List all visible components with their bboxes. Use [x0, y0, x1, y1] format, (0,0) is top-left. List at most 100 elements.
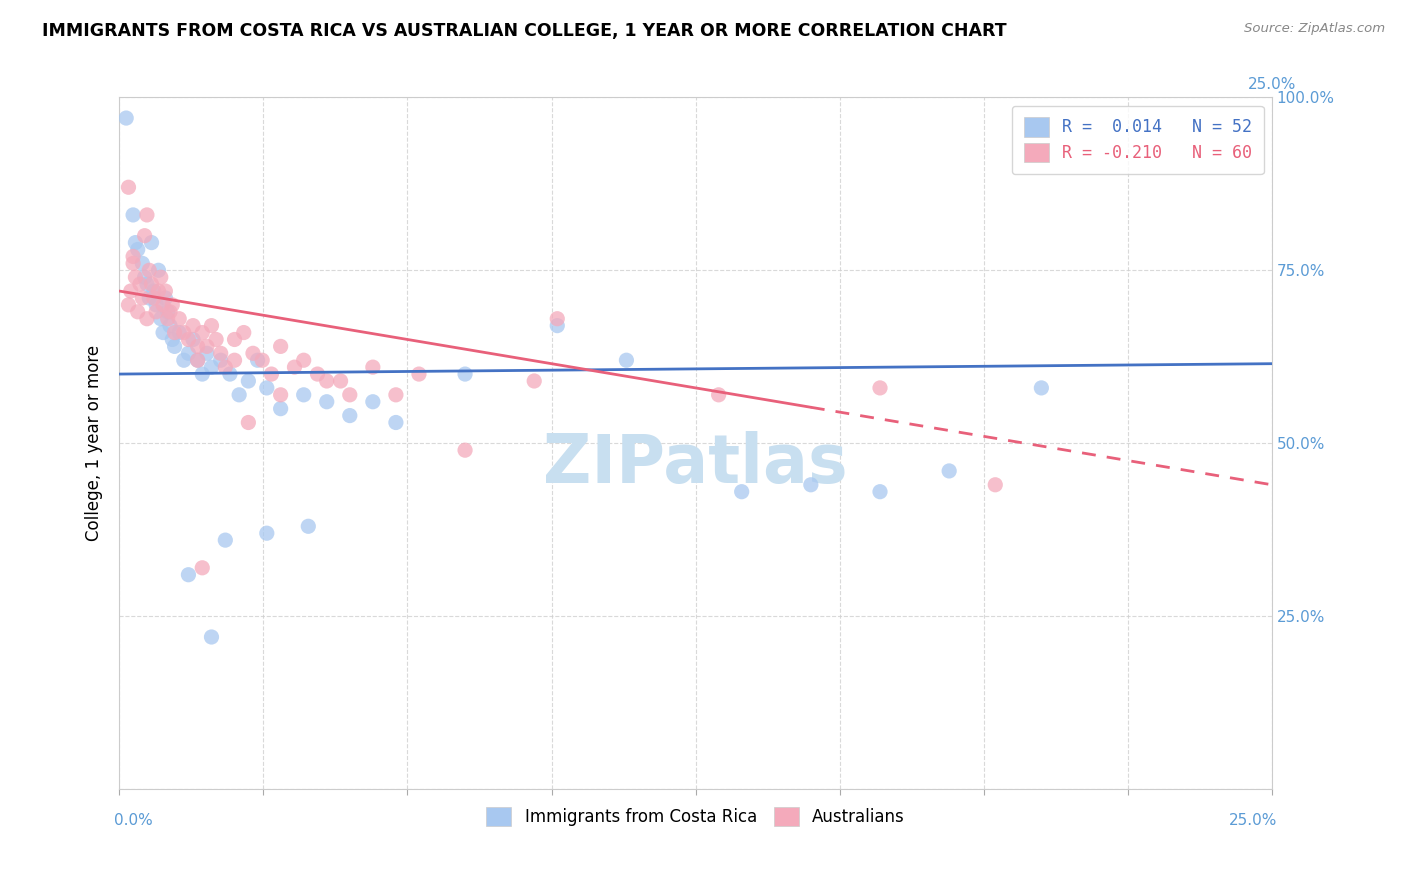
Point — [270, 388, 292, 402]
Point — [187, 353, 209, 368]
Text: ZIPatlas: ZIPatlas — [543, 431, 848, 497]
Point — [148, 284, 170, 298]
Point — [454, 367, 477, 381]
Point — [523, 374, 546, 388]
Point — [187, 353, 209, 368]
Point — [869, 381, 891, 395]
Point — [163, 326, 186, 340]
Point — [156, 305, 179, 319]
Y-axis label: College, 1 year or more: College, 1 year or more — [86, 345, 103, 541]
Point — [127, 243, 149, 257]
Text: Source: ZipAtlas.com: Source: ZipAtlas.com — [1244, 22, 1385, 36]
Point — [242, 346, 264, 360]
Point — [149, 270, 172, 285]
Point — [361, 394, 384, 409]
Point — [187, 339, 209, 353]
Point — [546, 311, 568, 326]
Point — [232, 326, 254, 340]
Point — [173, 326, 195, 340]
Point — [250, 353, 273, 368]
Point — [131, 291, 153, 305]
Text: IMMIGRANTS FROM COSTA RICA VS AUSTRALIAN COLLEGE, 1 YEAR OR MORE CORRELATION CHA: IMMIGRANTS FROM COSTA RICA VS AUSTRALIAN… — [42, 22, 1007, 40]
Point — [195, 346, 218, 360]
Point — [159, 305, 181, 319]
Point — [270, 339, 292, 353]
Point — [115, 111, 138, 125]
Point — [181, 318, 204, 333]
Point — [546, 318, 568, 333]
Point — [152, 326, 174, 340]
Point — [292, 388, 315, 402]
Point — [307, 367, 329, 381]
Point — [256, 526, 278, 541]
Point — [361, 360, 384, 375]
Point — [177, 567, 200, 582]
Point — [209, 353, 232, 368]
Point — [136, 277, 159, 292]
Point — [297, 519, 319, 533]
Point — [214, 360, 236, 375]
Point — [205, 333, 228, 347]
Point — [124, 270, 146, 285]
Point — [200, 360, 222, 375]
Point — [117, 298, 139, 312]
Point — [141, 277, 163, 292]
Point — [869, 484, 891, 499]
Text: 25.0%: 25.0% — [1229, 814, 1278, 829]
Point — [122, 208, 145, 222]
Point — [145, 298, 167, 312]
Point — [731, 484, 754, 499]
Point — [124, 235, 146, 250]
Point — [256, 381, 278, 395]
Point — [292, 353, 315, 368]
Point — [385, 416, 408, 430]
Point — [219, 367, 242, 381]
Point — [224, 353, 246, 368]
Point — [191, 326, 214, 340]
Point — [339, 409, 361, 423]
Point — [156, 311, 179, 326]
Point — [141, 235, 163, 250]
Point — [155, 284, 177, 298]
Point — [127, 305, 149, 319]
Point — [136, 208, 159, 222]
Point — [177, 333, 200, 347]
Point — [385, 388, 408, 402]
Point — [224, 333, 246, 347]
Point — [329, 374, 352, 388]
Point — [209, 346, 232, 360]
Point — [163, 339, 186, 353]
Point — [260, 367, 283, 381]
Point — [134, 270, 156, 285]
Point — [173, 353, 195, 368]
Point — [228, 388, 250, 402]
Point — [200, 630, 222, 644]
Legend: Immigrants from Costa Rica, Australians: Immigrants from Costa Rica, Australians — [479, 800, 911, 833]
Point — [195, 339, 218, 353]
Point — [938, 464, 960, 478]
Point — [984, 477, 1007, 491]
Point — [148, 263, 170, 277]
Point — [167, 326, 190, 340]
Point — [315, 394, 337, 409]
Point — [152, 298, 174, 312]
Point — [1031, 381, 1053, 395]
Point — [270, 401, 292, 416]
Point — [136, 311, 159, 326]
Point — [155, 291, 177, 305]
Point — [616, 353, 638, 368]
Point — [181, 333, 204, 347]
Point — [120, 284, 142, 298]
Point — [408, 367, 430, 381]
Point — [142, 291, 165, 305]
Point — [149, 311, 172, 326]
Point — [131, 256, 153, 270]
Point — [214, 533, 236, 548]
Point — [162, 298, 184, 312]
Point — [145, 305, 167, 319]
Point — [339, 388, 361, 402]
Point — [134, 228, 156, 243]
Point — [142, 284, 165, 298]
Point — [129, 277, 152, 292]
Point — [191, 367, 214, 381]
